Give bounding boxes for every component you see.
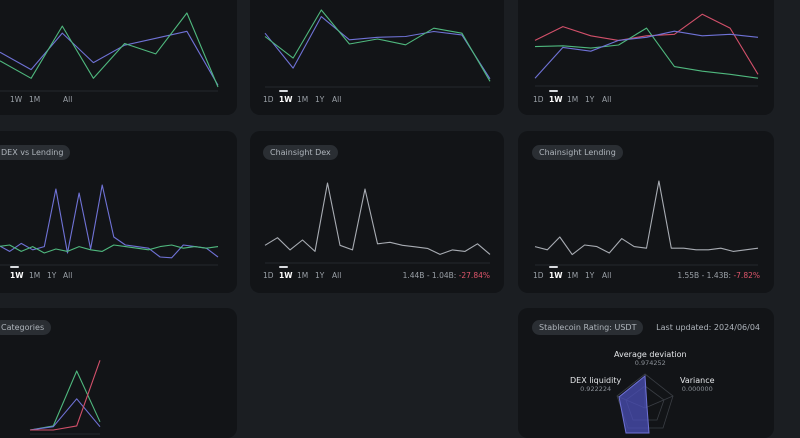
card-title-chip: Chainsight Lending [532,145,623,160]
card-title-chip: Chainsight Dex [263,145,338,160]
series-line-blue [534,30,759,79]
top-right-card: 1D 1W 1M 1Y All [518,0,774,115]
tab-1y[interactable]: 1Y [585,271,595,280]
tab-all[interactable]: All [602,271,612,280]
tab-all[interactable]: All [63,95,73,104]
radar-label-variance: Variance 0.000000 [680,376,715,393]
series-line-green [29,370,101,431]
card-title-chip: Stablecoin Rating: USDT [532,320,644,335]
tab-1d[interactable]: 1D [263,95,274,104]
tab-1m[interactable]: 1M [29,271,41,280]
chainsight-lending-chart [534,180,759,266]
tab-1y[interactable]: 1Y [315,95,325,104]
series-line-green [0,12,219,88]
tab-1w[interactable]: 1W [279,90,293,104]
top-left-card: 1W 1M All [0,0,237,115]
series-line-gray [264,182,491,255]
tab-1w[interactable]: 1W [279,266,293,280]
series-line-blue [264,16,491,80]
tab-1w[interactable]: 1W [549,90,563,104]
range-text: 1.44B - 1.04B: [402,271,457,280]
tab-1m[interactable]: 1M [297,271,309,280]
tab-1w[interactable]: 1W [549,266,563,280]
series-line-blue [29,398,101,431]
change-percent: -7.82% [733,271,760,280]
tab-1d[interactable]: 1D [533,95,544,104]
series-line-gray [534,180,759,256]
tab-all[interactable]: All [63,271,73,280]
tab-1y[interactable]: 1Y [47,271,57,280]
top-left-chart [0,12,219,92]
value-range: 1.55B - 1.43B: -7.82% [677,271,760,280]
tab-all[interactable]: All [332,95,342,104]
tab-1w[interactable]: 1W [10,95,23,104]
series-line-green [0,244,219,254]
tab-1m[interactable]: 1M [567,271,579,280]
tab-1d[interactable]: 1D [533,271,544,280]
card-title-chip: DEX vs Lending [0,145,71,160]
chainsight-lending-card: Chainsight Lending 1D 1W 1M 1Y All 1.55B… [518,131,774,293]
series-line-red [534,13,759,75]
series-line-red [30,360,101,431]
dex-vs-lending-chart [0,184,219,266]
card-title-chip: Categories [0,320,52,335]
tab-1w[interactable]: 1W [10,266,24,280]
tab-1y[interactable]: 1Y [315,271,325,280]
range-text: 1.55B - 1.43B: [677,271,732,280]
stablecoin-card: Stablecoin Rating: USDT Last updated: 20… [518,308,774,438]
last-updated: Last updated: 2024/06/04 [656,323,760,332]
dex-vs-lending-card: DEX vs Lending 1W 1M 1Y All [0,131,237,293]
tab-1m[interactable]: 1M [297,95,309,104]
tab-1y[interactable]: 1Y [585,95,595,104]
chainsight-dex-chart [264,182,491,264]
tab-1d[interactable]: 1D [263,271,274,280]
chainsight-dex-card: Chainsight Dex 1D 1W 1M 1Y All 1.44B - 1… [250,131,504,293]
tab-1m[interactable]: 1M [29,95,41,104]
radar-value-area [618,375,650,434]
value-range: 1.44B - 1.04B: -27.84% [403,271,490,280]
radar-axis [644,395,674,409]
series-line-blue [0,30,219,86]
top-right-chart [534,13,759,87]
tab-all[interactable]: All [602,95,612,104]
radar-label-dex-liquidity: DEX liquidity 0.922224 [570,376,622,393]
tab-all[interactable]: All [332,271,342,280]
radar-label-average-deviation: Average deviation 0.974252 [614,350,687,367]
top-middle-card: 1D 1W 1M 1Y All [250,0,504,115]
change-percent: -27.84% [458,271,490,280]
series-line-green [264,9,491,82]
top-middle-chart [264,9,491,88]
tab-1m[interactable]: 1M [567,95,579,104]
series-line-green [534,27,759,79]
